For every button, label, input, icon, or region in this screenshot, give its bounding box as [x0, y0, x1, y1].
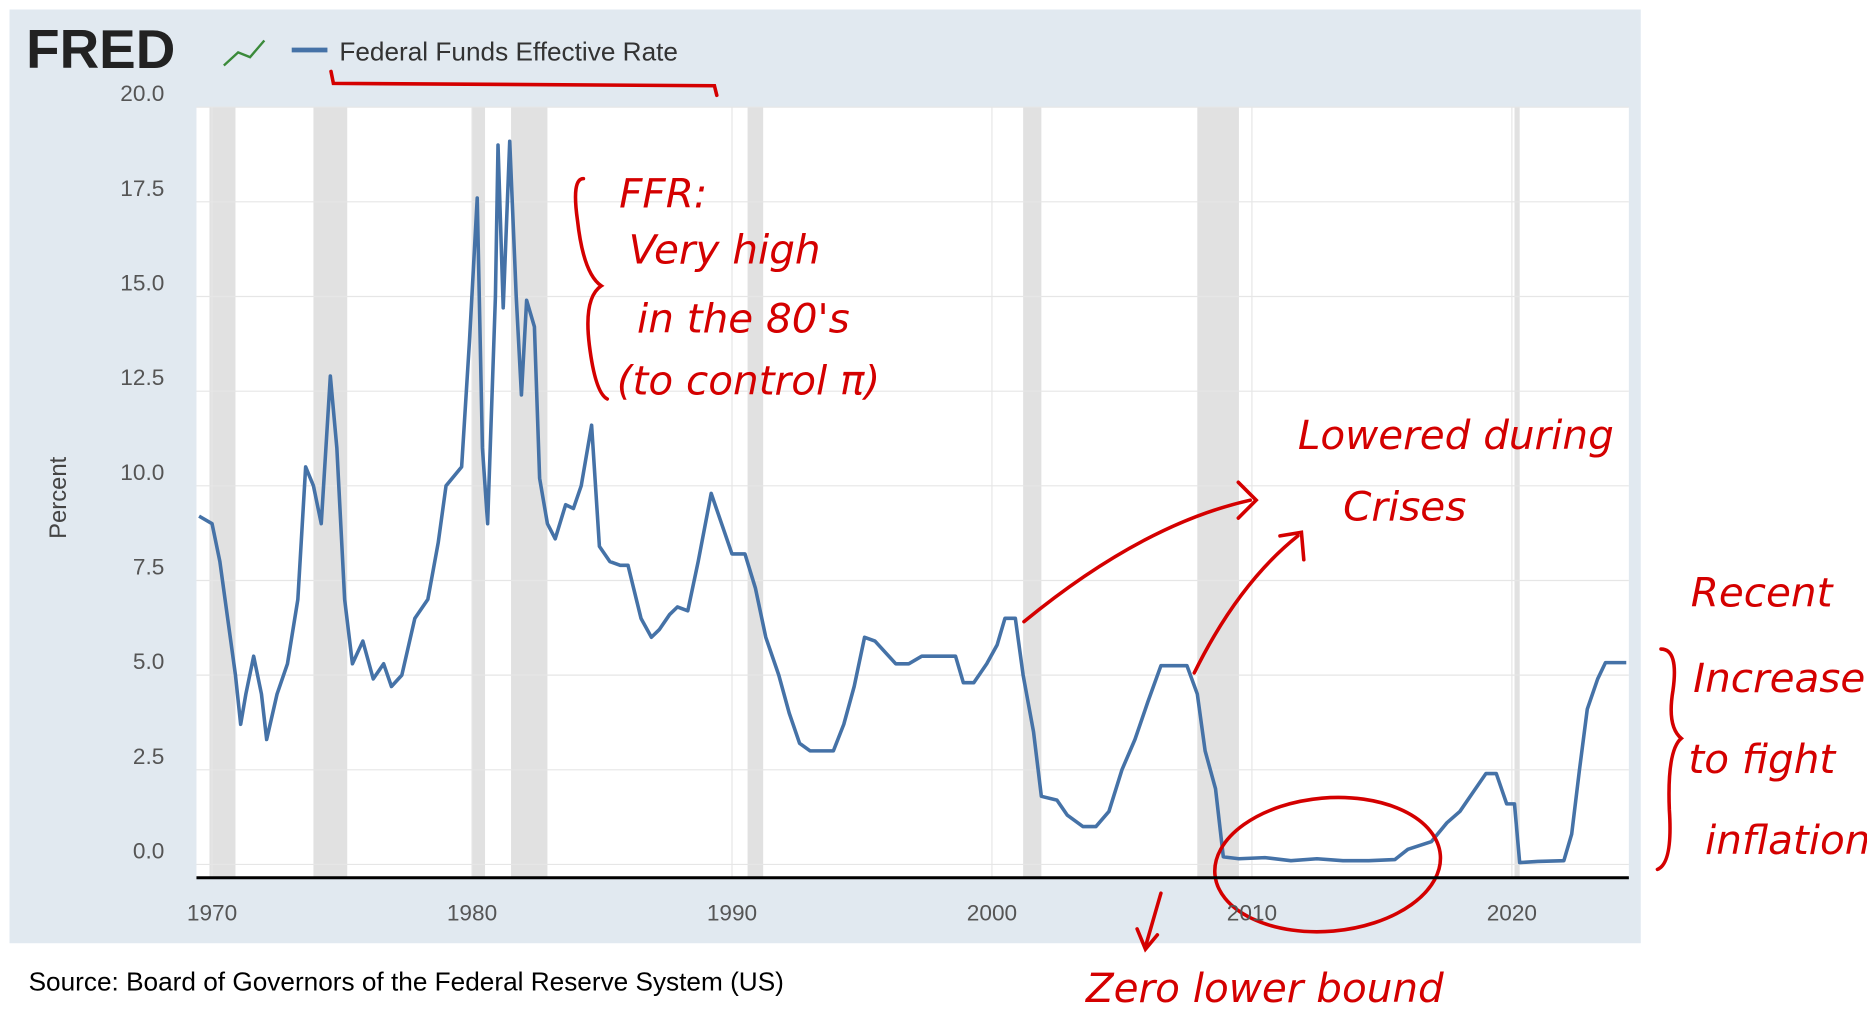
brace — [1655, 647, 1685, 872]
recession — [747, 107, 764, 878]
arrow — [1022, 480, 1259, 624]
x-tick-label: 2020 — [1487, 901, 1537, 926]
brace — [573, 176, 610, 401]
annotation: inflation — [1705, 816, 1867, 864]
x-tick-label: 2010 — [1227, 901, 1277, 926]
plot-area — [196, 107, 1629, 878]
source: Source: Board of Governors of the Federa… — [29, 967, 784, 997]
y-tick-label: 17.5 — [120, 176, 164, 201]
annotation: FFR: — [619, 169, 707, 217]
y-tick-label: 2.5 — [133, 744, 164, 769]
y-tick-label: 15.0 — [120, 271, 164, 296]
x-tick-label: 1970 — [187, 901, 237, 926]
annotation: Crises — [1343, 483, 1466, 531]
annotation-ink — [329, 69, 1685, 953]
arrow — [1192, 530, 1306, 675]
arrow — [1135, 891, 1163, 953]
y-tick-label: 7.5 — [133, 555, 164, 580]
plot — [196, 106, 1629, 878]
underline — [329, 69, 719, 98]
circle — [1212, 795, 1443, 934]
annotation: Zero lower bound — [1085, 964, 1444, 1012]
annotation: in the 80's — [637, 295, 850, 343]
annotation: Lowered during — [1298, 411, 1614, 459]
x-tick-label: 2000 — [967, 901, 1017, 926]
y-tick-label: 0.0 — [133, 839, 164, 864]
recession — [1197, 107, 1239, 878]
y-tick-label: 10.0 — [120, 460, 164, 485]
y-tick-label: 12.5 — [120, 365, 164, 390]
logo: FRED — [26, 18, 175, 80]
recession — [313, 107, 348, 878]
annotation: Recent — [1691, 568, 1835, 616]
recession — [209, 107, 236, 878]
annotation: Increase — [1693, 654, 1865, 702]
annotation: to fight — [1688, 735, 1837, 783]
annotation: (to control π) — [617, 356, 880, 404]
legend-label: Federal Funds Effective Rate — [339, 37, 678, 67]
recession — [472, 107, 486, 878]
logo-icon — [223, 39, 266, 67]
y-axis-label: Percent — [45, 456, 72, 538]
annotation: Very high — [629, 225, 821, 273]
recession — [1023, 107, 1042, 878]
x-tick-label: 1990 — [707, 901, 757, 926]
x-tick-label: 1980 — [447, 901, 497, 926]
y-tick-label: 5.0 — [133, 649, 164, 674]
recession — [1514, 107, 1520, 878]
y-tick-label: 20.0 — [120, 81, 164, 106]
line — [198, 139, 1627, 865]
